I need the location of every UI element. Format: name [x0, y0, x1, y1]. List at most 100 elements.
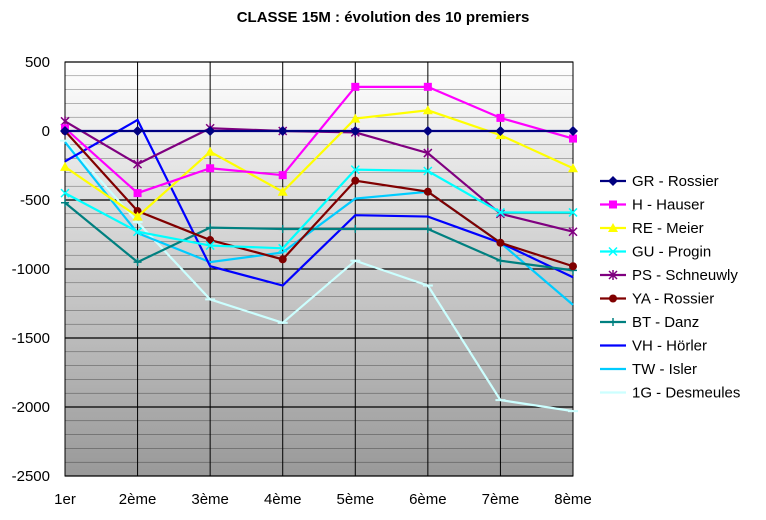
data-point	[496, 113, 505, 122]
data-point	[278, 243, 288, 253]
legend-marker	[608, 270, 618, 280]
x-tick-label: 5ème	[337, 491, 375, 508]
data-point	[60, 126, 70, 136]
data-point	[423, 187, 432, 196]
data-point	[351, 224, 360, 233]
legend-item: VH - Hörler	[600, 338, 707, 355]
data-point	[496, 256, 505, 265]
data-point	[206, 223, 215, 232]
data-point	[350, 126, 361, 136]
data-point	[277, 126, 288, 136]
x-axis-tick-labels: 1er 2ème 3ème 4ème 5ème 6ème 7ème 8ème	[54, 491, 592, 508]
y-tick-label: 0	[42, 123, 50, 140]
data-point	[278, 224, 287, 233]
data-point	[205, 146, 216, 156]
data-point	[60, 161, 70, 171]
legend-item: H - Hauser	[600, 197, 705, 214]
x-tick-label: 2ème	[119, 491, 157, 508]
data-point	[495, 207, 505, 217]
series-vh-h-rler	[64, 118, 574, 287]
legend-label: H - Hauser	[632, 197, 705, 214]
legend-label: YA - Rossier	[632, 291, 714, 308]
legend-item: YA - Rossier	[600, 291, 714, 308]
data-point	[205, 241, 215, 251]
x-tick-label: 8ème	[554, 491, 592, 508]
data-point	[423, 148, 433, 159]
legend-marker	[609, 318, 617, 326]
legend-item: RE - Meier	[600, 220, 704, 237]
data-point	[568, 126, 578, 136]
series-gu-progin	[60, 165, 578, 253]
legend: GR - Rossier H - Hauser RE - Meier GU - Pro…	[600, 173, 740, 402]
y-axis-tick-labels: 500 0 -500 -1000 -1500 -2000 -2500	[12, 54, 50, 485]
data-point	[277, 186, 288, 196]
data-point	[569, 262, 577, 271]
legend-marker	[608, 176, 618, 186]
series-bt-danz	[61, 198, 577, 275]
data-point	[206, 164, 215, 173]
x-tick-label: 4ème	[264, 491, 302, 508]
data-point	[60, 188, 70, 198]
data-point	[133, 159, 143, 170]
chart-title: CLASSE 15M : évolution des 10 premiers	[237, 9, 530, 26]
data-point	[278, 255, 287, 264]
series-line	[64, 130, 574, 268]
data-point	[568, 207, 578, 217]
data-point	[133, 258, 142, 267]
data-point	[423, 82, 432, 91]
y-tick-label: -2000	[12, 399, 50, 416]
y-tick-label: -1000	[12, 261, 50, 278]
legend-label: BT - Danz	[632, 314, 699, 331]
legend-item: GR - Rossier	[600, 173, 719, 190]
legend-item: 1G - Desmeules	[600, 385, 740, 402]
legend-item: TW - Isler	[600, 361, 697, 378]
data-point	[206, 236, 215, 245]
data-point	[423, 224, 432, 233]
legend-marker	[609, 200, 617, 209]
y-tick-label: -2500	[12, 468, 50, 485]
data-point	[568, 226, 578, 237]
data-point	[132, 126, 143, 136]
data-point	[132, 211, 143, 221]
data-point	[422, 105, 433, 115]
legend-label: TW - Isler	[632, 361, 697, 378]
y-tick-label: 500	[25, 54, 50, 71]
data-point	[350, 113, 361, 123]
legend-marker	[609, 294, 617, 303]
series-line	[64, 168, 573, 250]
series-layer	[60, 82, 578, 413]
legend-item: PS - Schneuwly	[600, 267, 738, 284]
data-point	[133, 207, 142, 216]
legend-label: 1G - Desmeules	[632, 385, 740, 402]
legend-item: BT - Danz	[600, 314, 699, 331]
data-point	[61, 198, 69, 207]
data-point	[351, 176, 360, 185]
data-point	[133, 189, 142, 198]
y-tick-label: -1500	[12, 330, 50, 347]
legend-label: RE - Meier	[632, 220, 704, 237]
data-point	[496, 238, 505, 247]
series-line	[64, 201, 574, 272]
x-tick-label: 3ème	[191, 491, 229, 508]
legend-label: VH - Hörler	[632, 338, 707, 355]
y-tick-label: -500	[20, 192, 50, 209]
data-point	[495, 126, 506, 136]
data-point	[205, 126, 216, 136]
data-point	[422, 126, 433, 136]
data-point	[423, 166, 433, 176]
legend-item: GU - Progin	[600, 244, 711, 261]
legend-label: PS - Schneuwly	[632, 267, 738, 284]
data-point	[351, 82, 360, 91]
data-point	[568, 163, 578, 173]
data-point	[569, 134, 577, 143]
series-gr-rossier	[60, 126, 578, 136]
x-tick-label: 1er	[54, 491, 76, 508]
x-tick-label: 6ème	[409, 491, 447, 508]
legend-label: GR - Rossier	[632, 173, 719, 190]
legend-marker	[608, 246, 618, 257]
data-point	[278, 171, 287, 180]
legend-label: GU - Progin	[632, 244, 711, 261]
data-point	[350, 165, 360, 175]
x-tick-label: 7ème	[482, 491, 520, 508]
